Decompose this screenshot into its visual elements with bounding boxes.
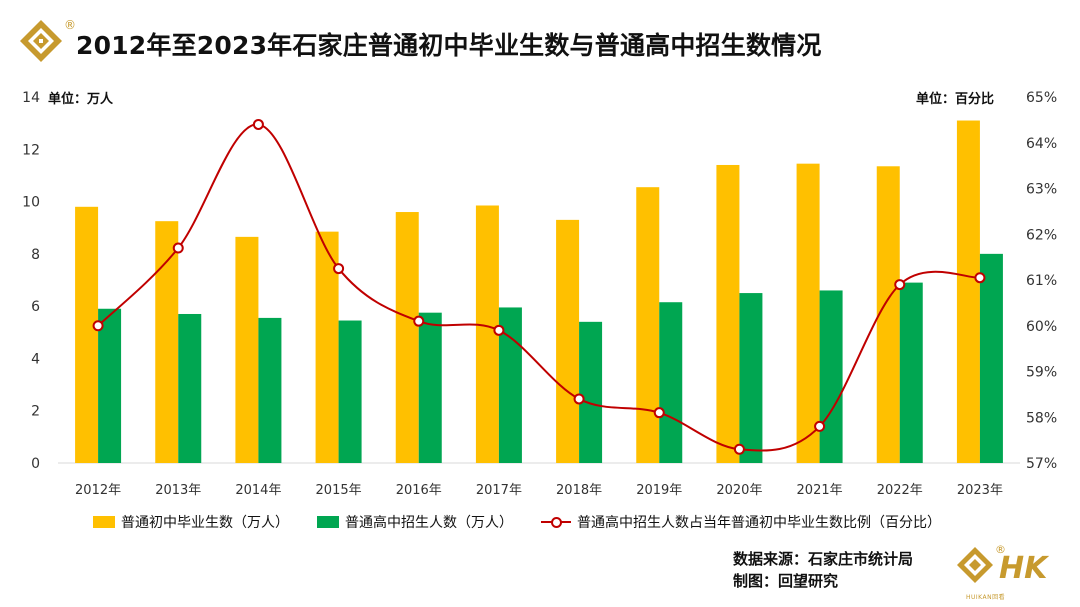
bar-graduates — [716, 164, 740, 463]
bar-graduates — [475, 205, 499, 463]
bar-enrollment — [979, 253, 1003, 463]
brand-small-text: HUIKAN回看 — [966, 594, 1006, 601]
bar-enrollment — [98, 308, 122, 463]
right-tick-label: 65% — [1026, 90, 1057, 106]
legend-label: 普通高中招生人数（万人） — [345, 515, 513, 531]
left-tick-label: 0 — [31, 456, 40, 472]
bar-enrollment — [418, 312, 442, 463]
right-tick-label: 62% — [1026, 227, 1057, 243]
svg-text:HK: HK — [999, 551, 1050, 586]
bar-graduates — [75, 206, 99, 464]
bar-enrollment — [659, 302, 683, 463]
bar-graduates — [636, 187, 660, 463]
left-tick-label: 4 — [31, 351, 40, 367]
left-tick-label: 2 — [31, 404, 40, 420]
right-tick-label: 57% — [1026, 456, 1057, 472]
x-tick-label: 2016年 — [396, 483, 442, 498]
x-tick-label: 2020年 — [716, 483, 762, 498]
legend-item-enrollment: 普通高中招生人数（万人） — [317, 512, 513, 532]
bar-graduates — [876, 166, 900, 463]
legend-item-graduates: 普通初中毕业生数（万人） — [93, 512, 289, 532]
right-tick-label: 63% — [1026, 182, 1057, 198]
ratio-point — [92, 320, 104, 332]
ratio-point — [653, 407, 665, 419]
x-tick-label: 2013年 — [155, 483, 201, 498]
bar-graduates — [155, 221, 179, 463]
bar-enrollment — [178, 313, 202, 463]
left-tick-label: 6 — [31, 299, 40, 315]
legend-swatch-green — [317, 516, 339, 528]
bar-enrollment — [579, 321, 603, 463]
legend-label: 普通高中招生人数占当年普通初中毕业生数比例（百分比） — [577, 515, 941, 531]
x-tick-label: 2017年 — [476, 483, 522, 498]
huikan-logo-icon — [20, 20, 62, 62]
bar-enrollment — [338, 320, 362, 463]
legend-label: 普通初中毕业生数（万人） — [121, 515, 289, 531]
ratio-point — [493, 324, 505, 336]
svg-text:®: ® — [995, 543, 1006, 556]
left-axis-unit: 单位：万人 — [48, 92, 114, 107]
right-tick-label: 61% — [1026, 273, 1057, 289]
registered-mark: ® — [64, 18, 76, 32]
bar-graduates — [395, 212, 419, 463]
bar-graduates — [956, 120, 980, 464]
legend-swatch-yellow — [93, 516, 115, 528]
ratio-line — [97, 123, 981, 452]
right-axis-unit: 单位：百分比 — [916, 92, 995, 107]
x-tick-label: 2015年 — [316, 483, 362, 498]
x-tick-label: 2019年 — [636, 483, 682, 498]
left-tick-label: 10 — [22, 195, 40, 211]
ratio-point — [974, 272, 986, 284]
x-tick-label: 2012年 — [75, 483, 121, 498]
x-tick-label: 2018年 — [556, 483, 602, 498]
bar-graduates — [315, 231, 339, 463]
ratio-point — [573, 393, 585, 405]
x-tick-label: 2023年 — [957, 483, 1003, 498]
chart-maker: 制图：回望研究 — [733, 572, 839, 590]
bar-enrollment — [498, 307, 522, 463]
bar-graduates — [235, 236, 259, 463]
legend-swatch-line — [541, 515, 571, 529]
ratio-point — [333, 263, 345, 275]
legend-item-ratio: 普通高中招生人数占当年普通初中毕业生数比例（百分比） — [541, 512, 941, 532]
bar-enrollment — [739, 293, 763, 463]
x-tick-label: 2022年 — [877, 483, 923, 498]
left-tick-label: 12 — [22, 142, 40, 158]
huikan-brand-logo-icon: HK ® — [957, 543, 1050, 586]
bar-enrollment — [819, 290, 843, 463]
bar-enrollment — [258, 317, 282, 463]
chart-title: 2012年至2023年石家庄普通初中毕业生数与普通高中招生数情况 — [76, 31, 822, 60]
ratio-point — [894, 279, 906, 291]
left-tick-label: 8 — [31, 247, 40, 263]
ratio-point — [252, 118, 264, 130]
right-tick-label: 60% — [1026, 319, 1057, 335]
ratio-point — [172, 242, 184, 254]
x-tick-label: 2014年 — [235, 483, 281, 498]
bar-enrollment — [899, 282, 923, 463]
bar-graduates — [796, 163, 820, 463]
x-tick-label: 2021年 — [797, 483, 843, 498]
right-tick-label: 64% — [1026, 136, 1057, 152]
data-source: 数据来源：石家庄市统计局 — [733, 550, 914, 568]
legend: 普通初中毕业生数（万人） 普通高中招生人数（万人） 普通高中招生人数占当年普通初… — [93, 512, 969, 532]
right-tick-label: 59% — [1026, 365, 1057, 381]
ratio-point — [733, 443, 745, 455]
bar-graduates — [556, 219, 580, 463]
ratio-point — [413, 315, 425, 327]
right-tick-label: 58% — [1026, 410, 1057, 426]
ratio-point — [814, 420, 826, 432]
left-tick-label: 14 — [22, 90, 40, 106]
source-note: 数据来源：石家庄市统计局 制图：回望研究 — [733, 548, 913, 592]
